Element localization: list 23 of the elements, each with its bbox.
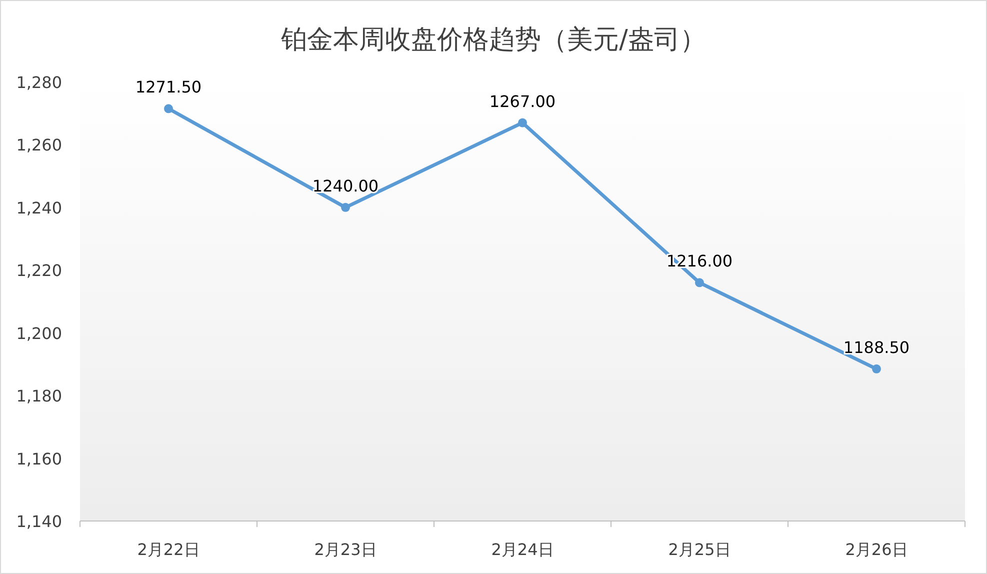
y-tick-label: 1,260	[16, 136, 62, 155]
x-tick-label: 2月25日	[668, 540, 731, 559]
point	[164, 104, 173, 114]
data-label: 1240.00	[312, 176, 379, 196]
x-tick-label: 2月26日	[845, 540, 908, 559]
point	[341, 202, 350, 212]
data-label: 1267.00	[489, 92, 556, 111]
y-tick-label: 1,280	[16, 73, 62, 92]
y-tick-label: 1,180	[16, 386, 62, 406]
point	[695, 278, 704, 288]
x-tick-label: 2月24日	[491, 540, 554, 559]
y-tick-label: 1,160	[16, 449, 62, 468]
chart-title: 铂金本周收盘价格趋势（美元/盎司）	[280, 25, 706, 55]
point	[518, 118, 527, 128]
point	[872, 364, 881, 374]
x-tick-label: 2月23日	[314, 540, 377, 559]
y-tick-label: 1,240	[16, 198, 62, 218]
y-tick-label: 1,220	[16, 261, 62, 280]
y-tick-label: 1,200	[16, 324, 62, 343]
data-label: 1188.50	[843, 338, 910, 357]
y-tick-label: 1,140	[16, 512, 62, 531]
data-label: 1271.50	[135, 78, 202, 97]
x-tick-label: 2月22日	[137, 540, 200, 559]
